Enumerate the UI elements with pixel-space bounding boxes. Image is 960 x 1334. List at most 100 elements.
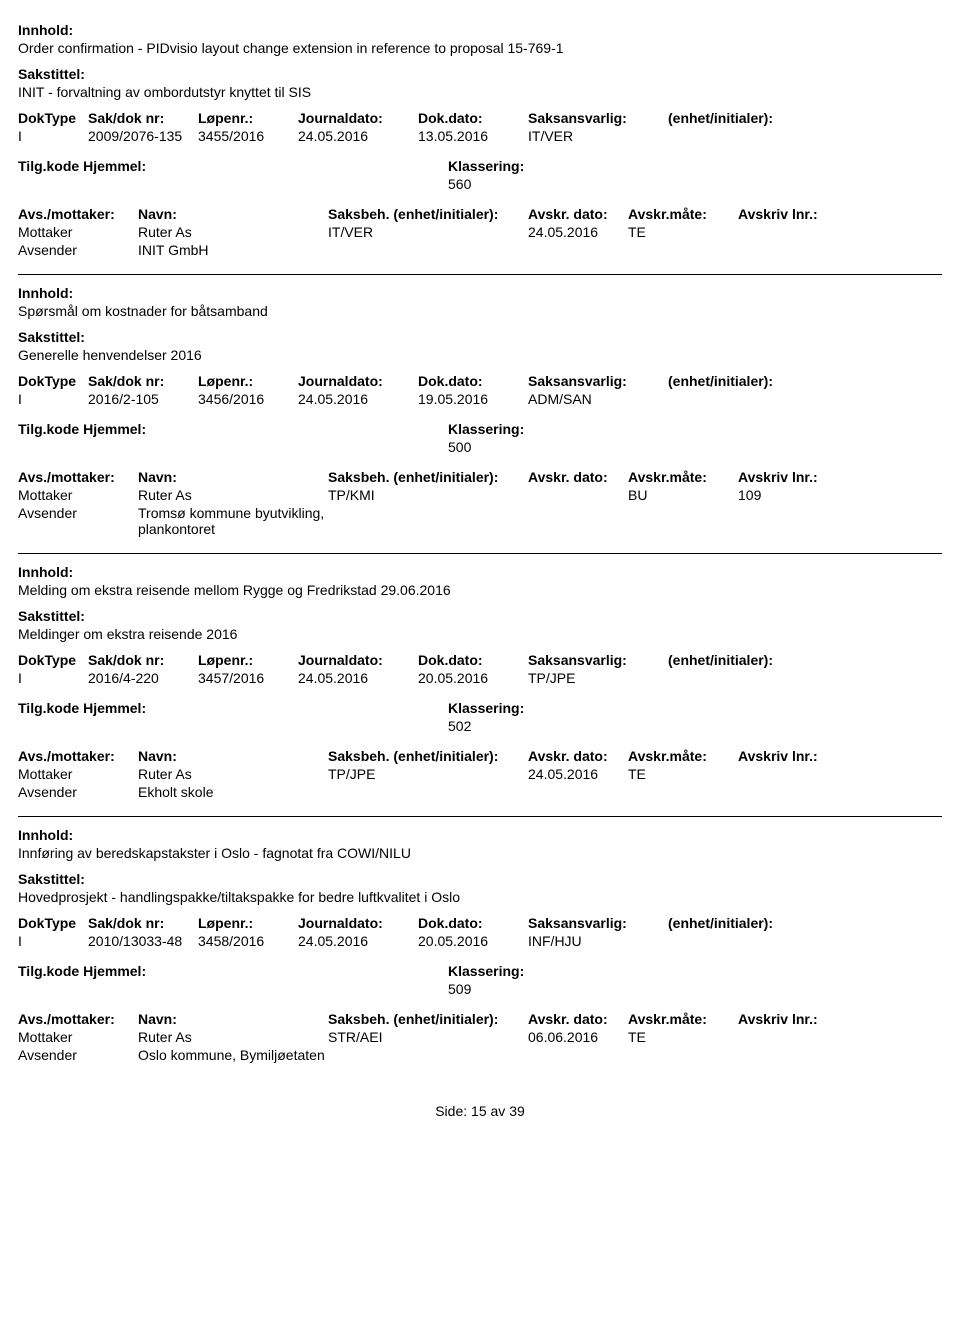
doktype-value: I	[18, 391, 88, 407]
party-navn: Ruter As	[138, 224, 328, 240]
saksansvarlig-value: IT/VER	[528, 128, 668, 144]
meta-value-row: I 2010/13033-48 3458/2016 24.05.2016 20.…	[18, 933, 942, 949]
party-role: Mottaker	[18, 224, 138, 240]
party-row: Avsender Ekholt skole	[18, 784, 942, 800]
journal-record: Innhold:Melding om ekstra reisende mello…	[18, 564, 942, 817]
lopenr-label: Løpenr.:	[198, 652, 298, 668]
dokdato-label: Dok.dato:	[418, 110, 528, 126]
doktype-label: DokType	[18, 373, 88, 389]
meta-header-row: DokType Sak/dok nr: Løpenr.: Journaldato…	[18, 110, 942, 126]
klassering-label: Klassering:	[448, 158, 748, 174]
journaldato-value: 24.05.2016	[298, 128, 418, 144]
party-saksbeh	[328, 784, 528, 800]
dokdato-value: 19.05.2016	[418, 391, 528, 407]
journal-record: Innhold:Innføring av beredskapstakster i…	[18, 827, 942, 1079]
tilgkode-row: Tilg.kode Hjemmel: Klassering:	[18, 700, 942, 716]
meta-header-row: DokType Sak/dok nr: Løpenr.: Journaldato…	[18, 652, 942, 668]
journaldato-label: Journaldato:	[298, 110, 418, 126]
meta-header-row: DokType Sak/dok nr: Løpenr.: Journaldato…	[18, 915, 942, 931]
party-role: Mottaker	[18, 1029, 138, 1045]
party-avskrdato	[528, 505, 628, 537]
party-navn: Tromsø kommune byutvikling, plankontoret	[138, 505, 328, 537]
tilgkode-row: Tilg.kode Hjemmel: Klassering:	[18, 421, 942, 437]
doktype-value: I	[18, 933, 88, 949]
party-role: Avsender	[18, 784, 138, 800]
sakstittel-label: Sakstittel:	[18, 871, 942, 887]
meta-value-row: I 2016/4-220 3457/2016 24.05.2016 20.05.…	[18, 670, 942, 686]
page-total: 39	[509, 1103, 525, 1119]
avskrmate-label: Avskr.måte:	[628, 748, 738, 764]
avsmottaker-label: Avs./mottaker:	[18, 469, 138, 485]
dokdato-value: 20.05.2016	[418, 670, 528, 686]
party-saksbeh: IT/VER	[328, 224, 528, 240]
saksansvarlig-value: TP/JPE	[528, 670, 668, 686]
enhet-label: (enhet/initialer):	[668, 110, 848, 126]
sakdok-value: 2010/13033-48	[88, 933, 198, 949]
klassering-value: 509	[448, 981, 942, 997]
navn-label: Navn:	[138, 469, 328, 485]
party-avskrdato	[528, 784, 628, 800]
party-navn: Ekholt skole	[138, 784, 328, 800]
doktype-value: I	[18, 128, 88, 144]
sakdok-value: 2016/2-105	[88, 391, 198, 407]
party-header-row: Avs./mottaker: Navn: Saksbeh. (enhet/ini…	[18, 469, 942, 485]
sakdok-label: Sak/dok nr:	[88, 373, 198, 389]
party-avskrivlnr: 109	[738, 487, 838, 503]
journal-record: Innhold: Spørsmål om kostnader for båtsam…	[18, 285, 942, 554]
party-role: Avsender	[18, 505, 138, 537]
tilgkode-label: Tilg.kode Hjemmel:	[18, 963, 448, 979]
party-row: Avsender INIT GmbH	[18, 242, 942, 258]
tilgkode-row: Tilg.kode Hjemmel: Klassering:	[18, 158, 942, 174]
sakstittel-label: Sakstittel:	[18, 66, 942, 82]
party-navn: Ruter As	[138, 1029, 328, 1045]
innhold-value: Order confirmation - PIDvisio layout cha…	[18, 40, 942, 56]
avskrmate-label: Avskr.måte:	[628, 1011, 738, 1027]
avskrivlnr-label: Avskriv lnr.:	[738, 1011, 838, 1027]
klassering-value: 500	[448, 439, 942, 455]
party-avskrdato	[528, 242, 628, 258]
innhold-label: Innhold:	[18, 285, 942, 301]
journaldato-value: 24.05.2016	[298, 933, 418, 949]
sakstittel-value: Hovedprosjekt - handlingspakke/tiltakspa…	[18, 889, 942, 905]
party-saksbeh: STR/AEI	[328, 1029, 528, 1045]
party-saksbeh: TP/KMI	[328, 487, 528, 503]
avskrmate-label: Avskr.måte:	[628, 206, 738, 222]
meta-header-row: DokType Sak/dok nr: Løpenr.: Journaldato…	[18, 373, 942, 389]
dokdato-label: Dok.dato:	[418, 373, 528, 389]
party-avskrmate	[628, 784, 738, 800]
party-row: Mottaker Ruter As IT/VER 24.05.2016 TE	[18, 224, 942, 240]
party-row: Mottaker Ruter As TP/KMI BU 109	[18, 487, 942, 503]
party-row: Mottaker Ruter As TP/JPE 24.05.2016 TE	[18, 766, 942, 782]
party-avskrdato: 24.05.2016	[528, 224, 628, 240]
klassering-label: Klassering:	[448, 421, 748, 437]
party-avskrivlnr	[738, 766, 838, 782]
avskrdato-label: Avskr. dato:	[528, 748, 628, 764]
lopenr-label: Løpenr.:	[198, 373, 298, 389]
party-saksbeh	[328, 242, 528, 258]
lopenr-value: 3455/2016	[198, 128, 298, 144]
avskrdato-label: Avskr. dato:	[528, 1011, 628, 1027]
journaldato-label: Journaldato:	[298, 652, 418, 668]
avskrmate-label: Avskr.måte:	[628, 469, 738, 485]
party-avskrmate	[628, 1047, 738, 1063]
party-role: Mottaker	[18, 766, 138, 782]
journaldato-label: Journaldato:	[298, 373, 418, 389]
sakdok-label: Sak/dok nr:	[88, 652, 198, 668]
party-header-row: Avs./mottaker: Navn: Saksbeh. (enhet/ini…	[18, 748, 942, 764]
innhold-value: Spørsmål om kostnader for båtsamband	[18, 303, 942, 319]
party-role: Avsender	[18, 1047, 138, 1063]
saksansvarlig-label: Saksansvarlig:	[528, 915, 668, 931]
lopenr-value: 3456/2016	[198, 391, 298, 407]
saksansvarlig-label: Saksansvarlig:	[528, 373, 668, 389]
innhold-value: Innføring av beredskapstakster i Oslo - …	[18, 845, 942, 861]
party-avskrdato: 06.06.2016	[528, 1029, 628, 1045]
enhet-label: (enhet/initialer):	[668, 652, 848, 668]
navn-label: Navn:	[138, 748, 328, 764]
party-navn: Ruter As	[138, 487, 328, 503]
sakstittel-label: Sakstittel:	[18, 608, 942, 624]
party-avskrdato: 24.05.2016	[528, 766, 628, 782]
innhold-value: Melding om ekstra reisende mellom Rygge …	[18, 582, 942, 598]
sakdok-value: 2009/2076-135	[88, 128, 198, 144]
party-avskrmate	[628, 242, 738, 258]
tilgkode-row: Tilg.kode Hjemmel: Klassering:	[18, 963, 942, 979]
